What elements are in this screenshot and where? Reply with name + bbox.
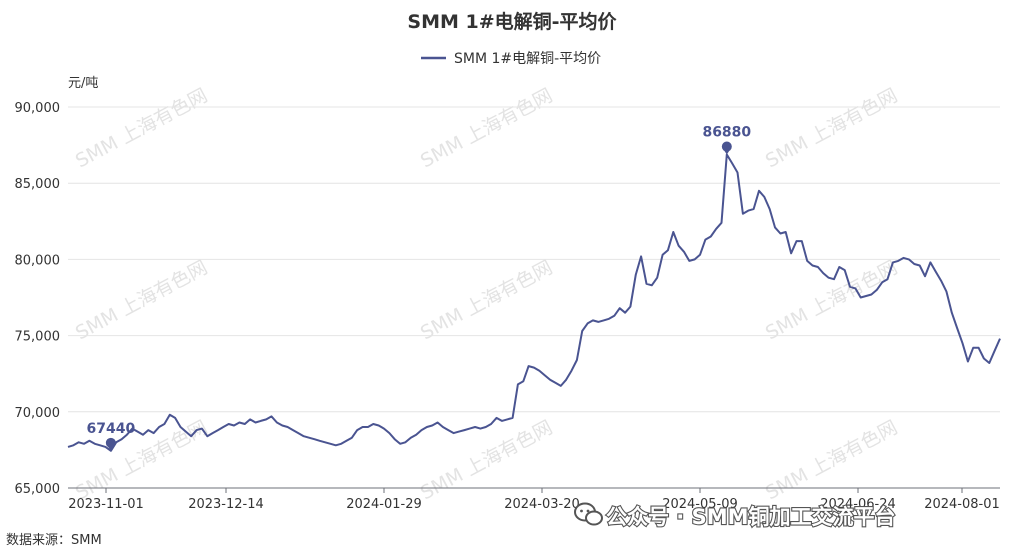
y-tick-label: 85,000 — [15, 177, 61, 192]
x-tick-label: 2024-03-20 — [504, 497, 580, 512]
x-tick-label: 2024-01-29 — [346, 497, 422, 512]
watermark-text: SMM 上海有色网 — [417, 256, 556, 344]
y-tick-label: 80,000 — [15, 253, 61, 268]
y-tick-label: 70,000 — [15, 406, 61, 421]
source-note: 数据来源：SMM — [6, 533, 102, 548]
x-tick-label: 2023-12-14 — [188, 497, 264, 512]
annotation-layer: 86880 67440 — [86, 125, 751, 451]
legend[interactable]: SMM 1#电解铜-平均价 — [421, 51, 601, 67]
y-axis-unit: 元/吨 — [68, 76, 98, 91]
watermark-layer: SMM 上海有色网 SMM 上海有色网 SMM 上海有色网 SMM 上海有色网 SMM … — [72, 84, 901, 504]
watermark-text: SMM 上海有色网 — [72, 84, 211, 172]
x-tick-label: 2023-11-01 — [68, 497, 144, 512]
annotation-pin — [722, 148, 731, 155]
x-tick-label: 2024-08-01 — [924, 497, 1000, 512]
watermark-text: SMM 上海有色网 — [417, 416, 556, 504]
y-tick-label: 90,000 — [15, 101, 61, 116]
annotation-pin — [106, 444, 115, 451]
x-axis: 2023-11-01 2023-12-14 2024-01-29 2024-03-20… — [68, 487, 1000, 512]
overlay-banner: 公众号 · SMM铜加工交流平台 — [574, 502, 897, 530]
y-tick-label: 75,000 — [15, 330, 61, 345]
x-tick-label: 2024-06-24 — [820, 497, 896, 512]
watermark-text: SMM 上海有色网 — [762, 416, 901, 504]
series-line — [67, 153, 1001, 452]
annotation-label: 86880 — [702, 125, 751, 141]
overlay-text: 公众号 · SMM铜加工交流平台 — [606, 505, 896, 529]
watermark-text: SMM 上海有色网 — [417, 84, 556, 172]
x-tick-label: 2024-05-09 — [662, 497, 738, 512]
wechat-icon — [574, 502, 603, 526]
legend-label: SMM 1#电解铜-平均价 — [454, 51, 601, 67]
grid-lines — [68, 106, 1000, 413]
y-tick-label: 65,000 — [15, 482, 61, 497]
watermark-text: SMM 上海有色网 — [72, 256, 211, 344]
watermark-text: SMM 上海有色网 — [762, 84, 901, 172]
watermark-text: SMM 上海有色网 — [762, 256, 901, 344]
series-layer — [67, 153, 1001, 452]
annotation-label: 67440 — [86, 421, 135, 437]
chart-title: SMM 1#电解铜-平均价 — [407, 10, 617, 33]
y-axis-ticks: 65,000 70,000 75,000 80,000 85,000 90,000 — [15, 101, 61, 497]
